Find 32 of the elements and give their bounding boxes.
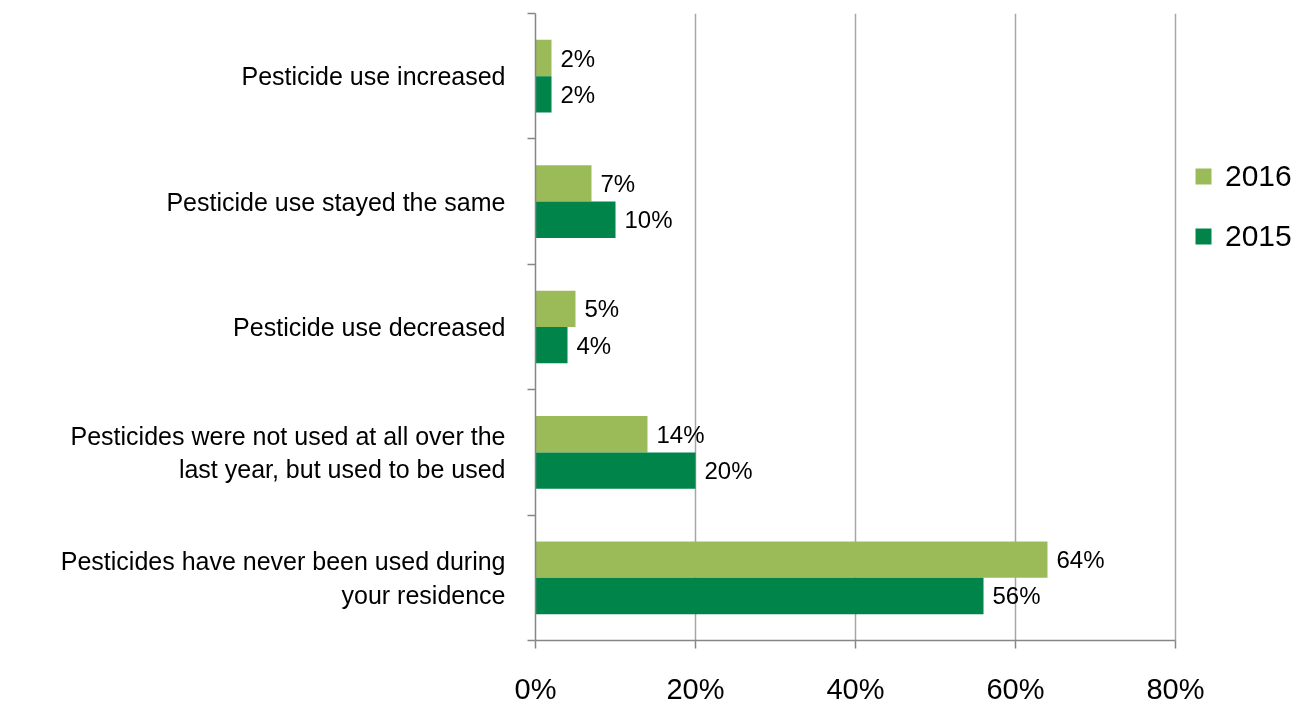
y-tick-label: Pesticide use decreased <box>233 313 506 341</box>
bar <box>535 165 592 202</box>
data-label: 2% <box>560 80 596 108</box>
data-label: 20% <box>704 457 753 485</box>
bar <box>535 327 568 364</box>
bar <box>535 577 984 615</box>
data-label: 7% <box>600 169 636 197</box>
data-label: 4% <box>576 331 612 359</box>
x-tick-label: 80% <box>1146 672 1205 705</box>
bar <box>535 290 576 327</box>
data-label: 5% <box>584 295 620 323</box>
legend-label: 2015 <box>1225 219 1292 253</box>
data-label: 14% <box>656 420 705 448</box>
bar <box>535 416 648 453</box>
legend-label: 2016 <box>1225 159 1292 193</box>
data-label: 2% <box>560 44 596 72</box>
x-tick-label: 0% <box>514 672 557 705</box>
data-label: 10% <box>624 206 673 234</box>
y-tick-label: Pesticide use stayed the same <box>166 187 506 216</box>
data-label: 64% <box>1056 546 1105 574</box>
bar <box>535 76 552 113</box>
x-tick-label: 20% <box>666 672 725 705</box>
bar <box>535 541 1048 578</box>
x-tick-label: 60% <box>986 672 1045 705</box>
y-tick-label: Pesticides were not used at all over the last year, but used to be used <box>70 421 506 484</box>
bar <box>535 452 696 489</box>
y-tick-label: Pesticide use increased <box>241 62 506 91</box>
y-tick-label: Pesticides have never been used during your residence <box>60 547 506 609</box>
x-tick-label: 40% <box>826 672 885 705</box>
data-label: 56% <box>992 582 1041 610</box>
bar <box>535 39 552 77</box>
bar <box>535 201 616 238</box>
